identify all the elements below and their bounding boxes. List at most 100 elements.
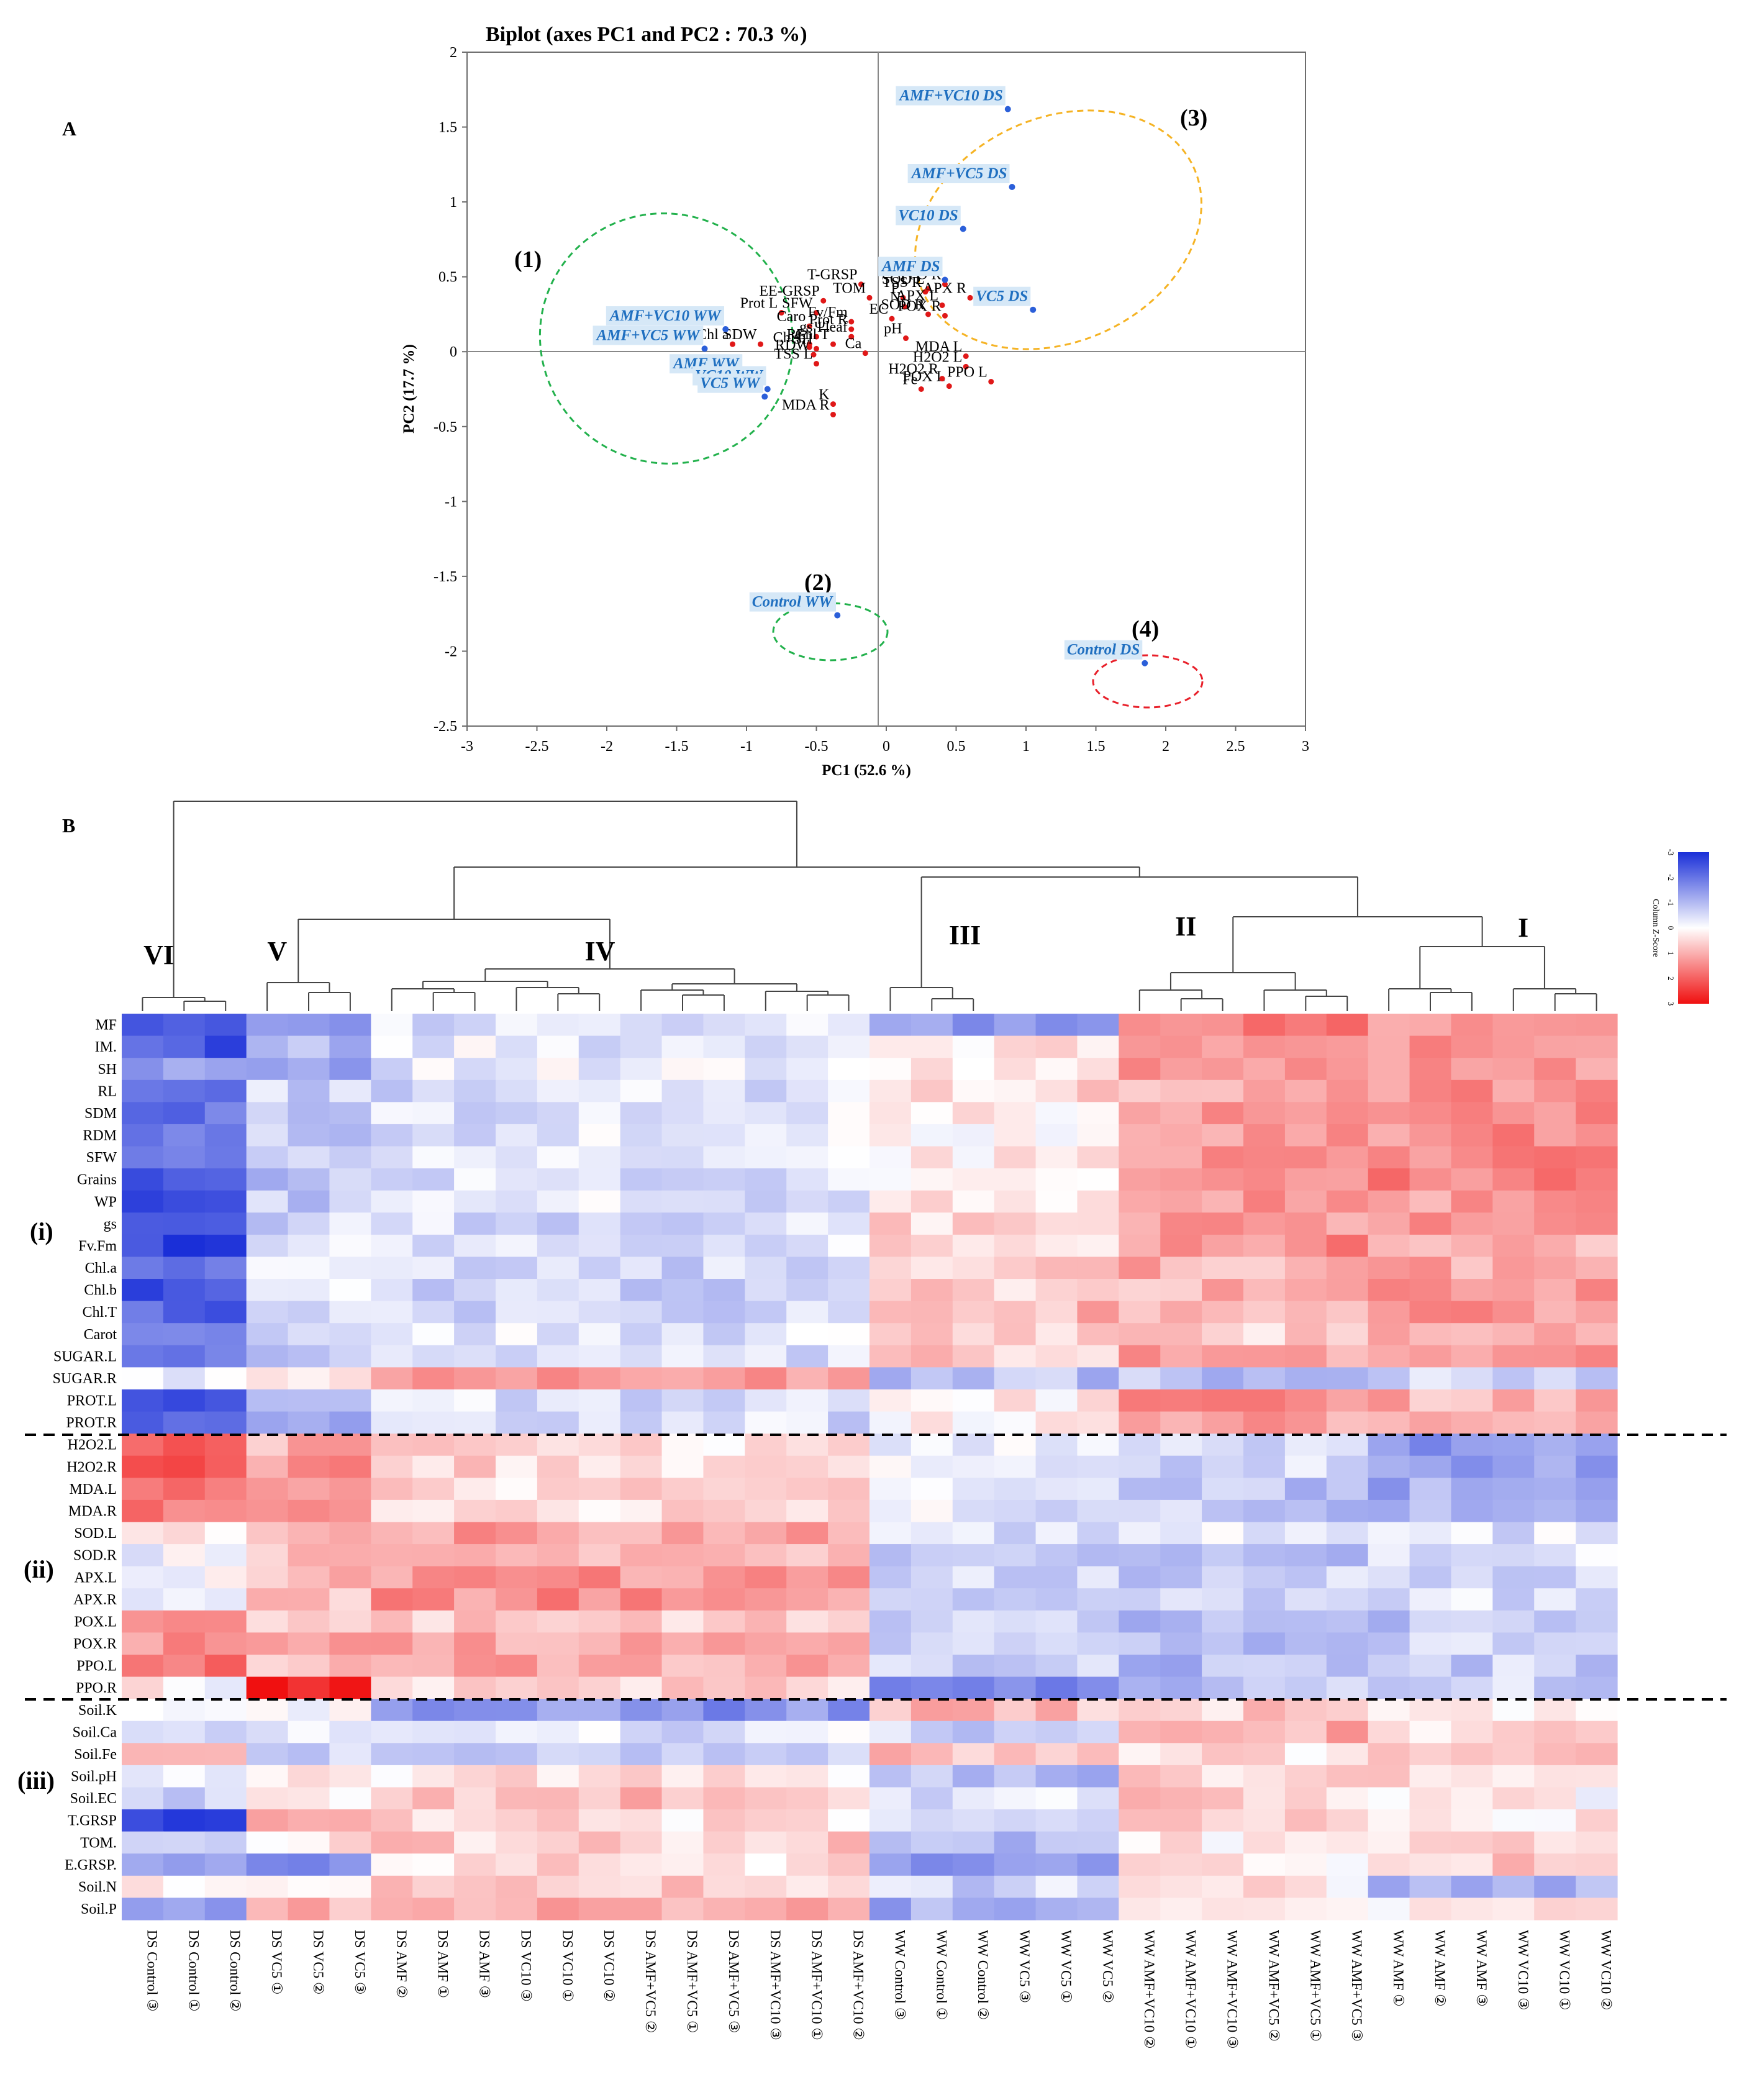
variable-label: EE-GRSP — [759, 283, 819, 299]
group-4-number: (4) — [1132, 616, 1159, 642]
heatmap-cell — [1576, 1478, 1618, 1501]
heatmap-cell — [329, 1522, 371, 1545]
heatmap-cell — [204, 1654, 247, 1678]
heatmap-cell — [1492, 1566, 1535, 1589]
heatmap-cell — [786, 1146, 829, 1169]
heatmap-cell — [329, 1234, 371, 1258]
heatmap-cell — [454, 1080, 496, 1102]
heatmap-cell — [910, 1190, 953, 1213]
heatmap-cell — [288, 1632, 330, 1655]
column-label: DS AMF+VC10 ③ — [768, 1930, 783, 2040]
heatmap-cell — [412, 1124, 455, 1147]
heatmap-cell — [1534, 1389, 1576, 1412]
heatmap-cell — [122, 1875, 164, 1899]
heatmap-cell — [329, 1058, 371, 1081]
variable-point — [866, 294, 873, 301]
heatmap-cell — [910, 1367, 953, 1390]
heatmap-cell — [1202, 1345, 1244, 1368]
heatmap-cell — [1576, 1323, 1618, 1346]
variable-point — [814, 310, 819, 316]
row-label: Chl.T — [83, 1304, 117, 1320]
treatment-label-bg — [878, 257, 943, 276]
heatmap-cell — [371, 1898, 413, 1920]
heatmap-cell — [578, 1234, 621, 1258]
heatmap-cell — [1451, 1699, 1493, 1722]
heatmap-cell — [703, 1499, 745, 1523]
heatmap-cell — [1284, 1809, 1327, 1832]
row-block-i-label: (i) — [30, 1217, 53, 1245]
heatmap-cell — [952, 1566, 995, 1589]
heatmap-cell — [454, 1743, 496, 1766]
heatmap-cell — [828, 1323, 870, 1346]
heatmap-cell — [786, 1632, 829, 1655]
heatmap-cell — [371, 1875, 413, 1899]
color-key-title: Column Z-Score — [1651, 899, 1660, 957]
heatmap-cell — [1368, 1323, 1410, 1346]
heatmap-cell — [412, 1455, 455, 1478]
heatmap-cell — [1243, 1831, 1286, 1854]
heatmap-cell — [371, 1168, 413, 1191]
heatmap-cell — [828, 1411, 870, 1434]
heatmap-cell — [1492, 1345, 1535, 1368]
heatmap-cell — [620, 1610, 663, 1633]
heatmap-cell — [1243, 1058, 1286, 1081]
heatmap-cell — [578, 1434, 621, 1457]
heatmap-cell — [1160, 1058, 1202, 1081]
heatmap-cell — [1451, 1367, 1493, 1390]
heatmap-cell — [1202, 1014, 1244, 1037]
variable-point — [903, 335, 909, 342]
heatmap-cell — [204, 1765, 247, 1788]
heatmap-cell — [1576, 1168, 1618, 1191]
heatmap-cell — [661, 1654, 704, 1678]
row-label: T.GRSP — [68, 1813, 117, 1829]
variable-point — [988, 378, 994, 384]
heatmap-cell — [1243, 1566, 1286, 1589]
heatmap-cell — [496, 1323, 538, 1346]
heatmap-cell — [1160, 1743, 1202, 1766]
heatmap-cell — [122, 1345, 164, 1368]
heatmap-cell — [496, 1058, 538, 1081]
heatmap-cell — [1451, 1632, 1493, 1655]
heatmap-cell — [163, 1102, 206, 1125]
heatmap-cell — [1451, 1654, 1493, 1678]
heatmap-cell — [329, 1654, 371, 1678]
heatmap-cell — [537, 1699, 579, 1722]
heatmap-cell — [1119, 1367, 1161, 1390]
heatmap-cell — [122, 1654, 164, 1678]
heatmap-cell — [745, 1853, 787, 1876]
heatmap-cell — [661, 1809, 704, 1832]
heatmap-cell — [620, 1367, 663, 1390]
heatmap-cell — [1202, 1323, 1244, 1346]
heatmap-cell — [1284, 1058, 1327, 1081]
heatmap-cell — [994, 1522, 1037, 1545]
heatmap-cell — [454, 1102, 496, 1125]
variable-label: Prot L — [740, 296, 778, 312]
heatmap-cell — [952, 1676, 995, 1699]
y-tick-label: -2.5 — [434, 719, 457, 735]
heatmap-cell — [246, 1279, 289, 1302]
variable-label: N — [890, 289, 901, 306]
heatmap-cell — [204, 1389, 247, 1412]
heatmap-cell — [1160, 1676, 1202, 1699]
heatmap-cell — [1368, 1787, 1410, 1810]
heatmap-cell — [1534, 1146, 1576, 1169]
row-label: H2O2.L — [68, 1437, 117, 1453]
heatmap-cell — [1202, 1257, 1244, 1280]
heatmap-cell — [412, 1699, 455, 1722]
heatmap-cell — [1243, 1146, 1286, 1169]
heatmap-cell — [1077, 1898, 1119, 1920]
heatmap-cell — [412, 1035, 455, 1058]
heatmap-cell — [1326, 1676, 1369, 1699]
x-tick-label: 0.5 — [947, 739, 966, 755]
heatmap-cell — [537, 1478, 579, 1501]
heatmap-cell — [620, 1654, 663, 1678]
heatmap-cell — [1035, 1279, 1078, 1302]
heatmap-cell — [1119, 1478, 1161, 1501]
heatmap-cell — [496, 1588, 538, 1611]
column-label: WW AMF+VC5 ① — [1307, 1930, 1323, 2042]
variable-point — [730, 341, 735, 347]
heatmap-cell — [329, 1257, 371, 1280]
heatmap-cell — [828, 1765, 870, 1788]
heatmap-cell — [246, 1257, 289, 1280]
heatmap-cell — [1534, 1279, 1576, 1302]
